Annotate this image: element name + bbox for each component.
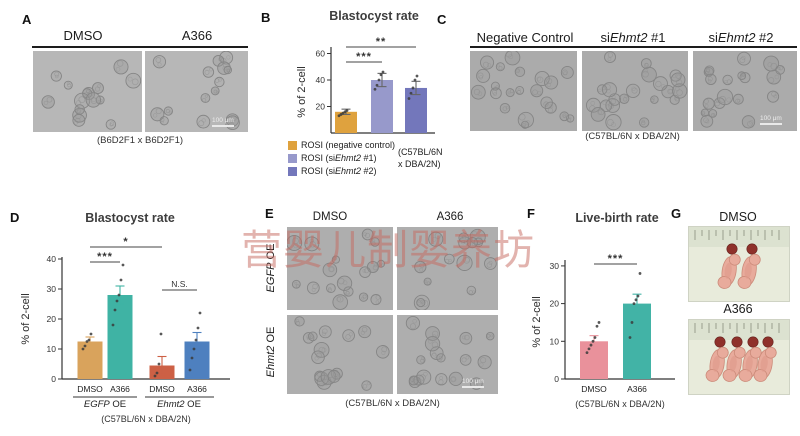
embryo-image-e-ehmt2-a366 xyxy=(397,315,498,394)
chart-b-strain-note: (C57BL/6N x DBA/2N) xyxy=(398,146,443,170)
svg-text:Blastocyst rate: Blastocyst rate xyxy=(329,9,419,23)
svg-text:***: *** xyxy=(356,51,372,63)
panel-c-col-siehmt2-1: siEhmt2 #1 xyxy=(600,30,666,45)
legend-item-siehmt2-1: ROSI (siEhmt2 #1) xyxy=(288,152,395,164)
svg-text:DMSO: DMSO xyxy=(77,384,103,394)
legend-label-siehmt2-2: ROSI (siEhmt2 #2) xyxy=(301,166,377,176)
scale-bar-c: 100 μm xyxy=(760,115,782,125)
svg-text:40: 40 xyxy=(316,75,326,85)
legend-swatch-negative-control xyxy=(288,140,297,150)
svg-text:30: 30 xyxy=(550,261,560,271)
pup-photo-dmso xyxy=(688,226,790,302)
svg-text:A366: A366 xyxy=(187,384,207,394)
svg-text:10: 10 xyxy=(550,336,560,346)
svg-text:**: ** xyxy=(376,36,387,48)
panel-f-label: F xyxy=(527,206,535,221)
svg-text:EGFP OE: EGFP OE xyxy=(84,399,126,410)
svg-text:DMSO: DMSO xyxy=(149,384,175,394)
svg-text:20: 20 xyxy=(316,102,326,112)
panel-b-label: B xyxy=(261,10,271,25)
svg-text:DMSO: DMSO xyxy=(581,384,607,394)
panel-c-header-line xyxy=(470,46,797,48)
panel-e-col-a366: A366 xyxy=(436,211,464,223)
svg-text:20: 20 xyxy=(47,314,57,324)
legend-label-siehmt2-1: ROSI (siEhmt2 #1) xyxy=(301,153,377,163)
svg-text:Blastocyst rate: Blastocyst rate xyxy=(85,211,175,225)
panel-a-label: A xyxy=(22,12,32,27)
legend-item-negative-control: ROSI (negative control) xyxy=(288,139,395,151)
svg-text:10: 10 xyxy=(47,344,57,354)
svg-text:0: 0 xyxy=(51,374,56,384)
svg-text:***: *** xyxy=(97,251,113,263)
pup-photo-a366 xyxy=(688,319,790,395)
panel-e-row-ehmt2-oe: Ehmt2 OE xyxy=(265,326,277,378)
panel-d-label: D xyxy=(10,210,20,225)
embryo-image-c-siehmt2-1 xyxy=(582,51,688,131)
embryo-image-a-a366 xyxy=(145,51,248,132)
panel-a-header-line xyxy=(32,46,248,48)
svg-text:(C57BL/6N x DBA/2N): (C57BL/6N x DBA/2N) xyxy=(101,414,191,424)
strain-line-2: x DBA/2N) xyxy=(398,159,441,169)
svg-text:% of 2-cell: % of 2-cell xyxy=(531,296,543,347)
svg-text:*: * xyxy=(123,236,128,248)
svg-text:A366: A366 xyxy=(627,384,647,394)
legend-swatch-siehmt2-1 xyxy=(288,153,297,163)
panel-g-photo2-label: A366 xyxy=(723,302,753,316)
scale-bar-e: 100 μm xyxy=(462,378,484,388)
panel-a-col-a366: A366 xyxy=(181,28,213,43)
panel-a-caption: (B6D2F1 x B6D2F1) xyxy=(96,135,184,146)
svg-text:30: 30 xyxy=(47,284,57,294)
svg-text:N.S.: N.S. xyxy=(171,279,188,289)
panel-c-caption: (C57BL/6N x DBA/2N) xyxy=(585,131,680,142)
legend-item-siehmt2-2: ROSI (siEhmt2 #2) xyxy=(288,165,395,177)
panel-g-photo1-label: DMSO xyxy=(719,210,757,224)
panel-e-col-dmso: DMSO xyxy=(312,211,348,223)
svg-text:60: 60 xyxy=(316,49,326,59)
panel-e-label: E xyxy=(265,206,274,221)
svg-text:A366: A366 xyxy=(110,384,130,394)
svg-text:% of 2-cell: % of 2-cell xyxy=(296,66,308,117)
svg-text:Live-birth rate: Live-birth rate xyxy=(575,211,658,225)
strain-line-1: (C57BL/6N xyxy=(398,147,443,157)
embryo-image-c-negative-control xyxy=(470,51,577,131)
panel-a-col-dmso: DMSO xyxy=(63,28,103,43)
legend-swatch-siehmt2-2 xyxy=(288,166,297,176)
svg-text:***: *** xyxy=(608,253,624,265)
svg-text:40: 40 xyxy=(47,254,57,264)
embryo-image-e-egfp-a366 xyxy=(397,227,498,310)
embryo-image-a-dmso xyxy=(33,51,142,132)
svg-text:(C57BL/6N x DBA/2N): (C57BL/6N x DBA/2N) xyxy=(575,399,665,409)
panel-c-col-siehmt2-2: siEhmt2 #2 xyxy=(708,30,774,45)
live-birth-rate-chart-f: 0 10 20 30 *** Live-birth rate % of 2-cell DMSO… xyxy=(531,211,675,409)
chart-b-legend: ROSI (negative control) ROSI (siEhmt2 #1… xyxy=(288,139,395,177)
svg-text:% of 2-cell: % of 2-cell xyxy=(20,293,32,344)
embryo-image-e-ehmt2-dmso xyxy=(287,315,393,394)
svg-text:0: 0 xyxy=(554,374,559,384)
panel-c-label: C xyxy=(437,12,447,27)
watermark-text: 营婴儿制婴养坊 xyxy=(241,226,535,274)
embryo-image-e-egfp-dmso xyxy=(287,227,393,310)
scale-bar-a: 100 μm xyxy=(212,117,234,127)
panel-c-col-negative-control: Negative Control xyxy=(476,30,574,45)
panel-e-caption: (C57BL/6N x DBA/2N) xyxy=(345,398,440,409)
svg-text:20: 20 xyxy=(550,299,560,309)
legend-label-negative-control: ROSI (negative control) xyxy=(301,140,396,150)
embryo-image-c-siehmt2-2 xyxy=(693,51,797,131)
svg-text:Ehmt2 OE: Ehmt2 OE xyxy=(157,399,201,410)
panel-g-label: G xyxy=(671,206,682,221)
